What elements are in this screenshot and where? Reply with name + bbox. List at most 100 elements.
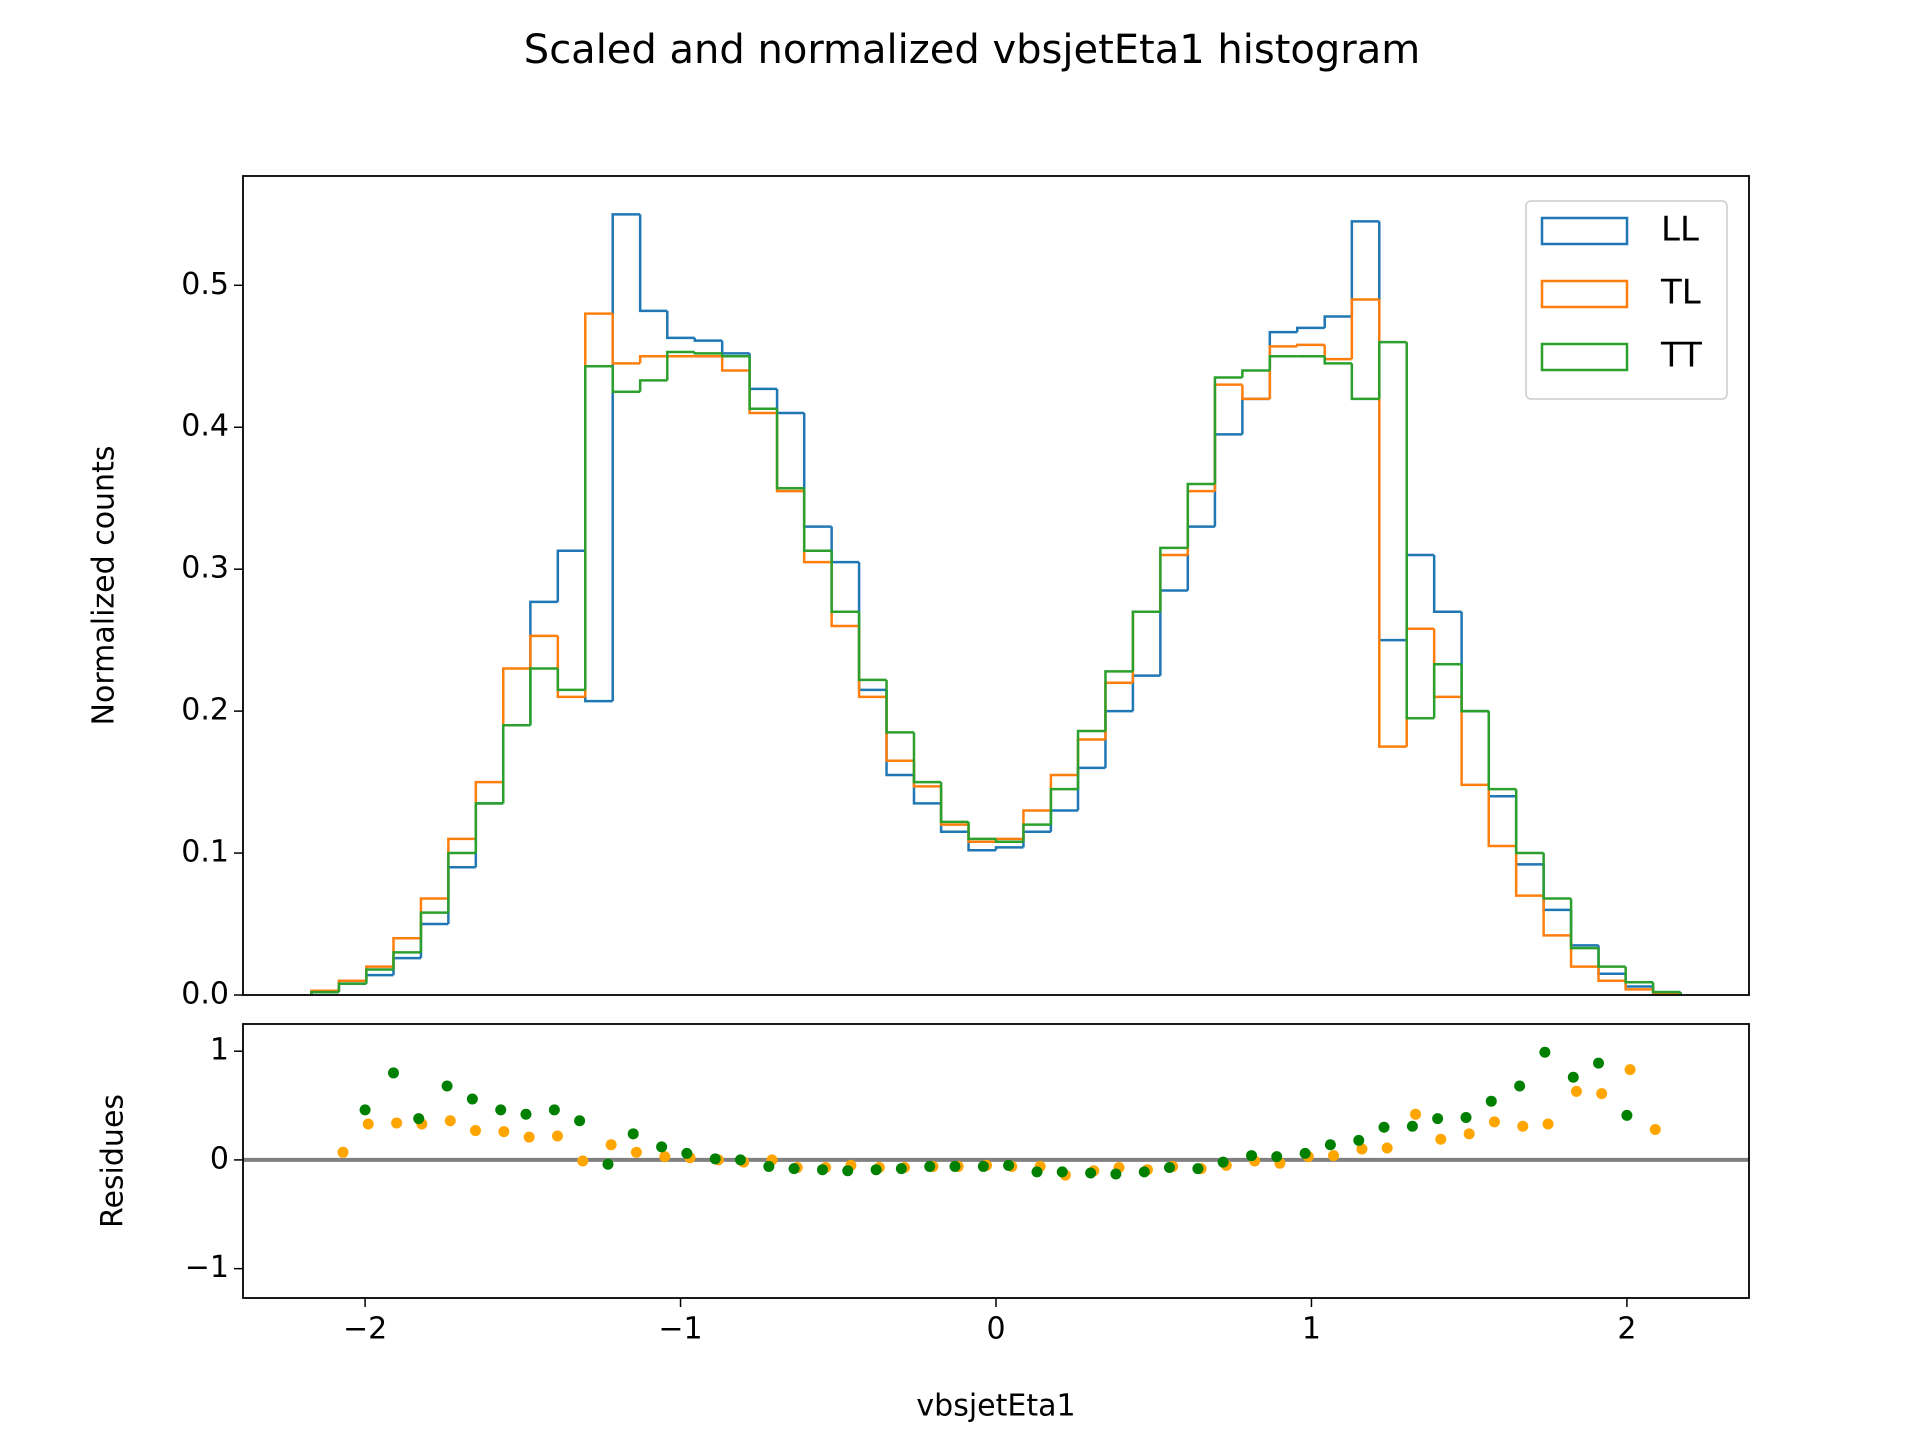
residue-point	[1328, 1150, 1340, 1162]
residue-point	[413, 1113, 425, 1125]
residue-point	[949, 1160, 961, 1172]
residue-point	[659, 1151, 671, 1163]
histogram-step	[748, 356, 778, 411]
y-tick-label: 0.0	[181, 977, 229, 1012]
residue-point	[498, 1126, 510, 1138]
axes-frame	[242, 1023, 1750, 1299]
residue-point	[387, 1067, 399, 1079]
residue-point	[1324, 1139, 1336, 1151]
y-tick-label: 0.3	[181, 551, 229, 586]
residue-point	[1056, 1166, 1068, 1178]
histogram-step	[556, 549, 586, 602]
residue-point	[523, 1131, 535, 1143]
histogram-step	[447, 851, 476, 913]
histogram-step	[474, 802, 504, 854]
histogram-step	[502, 724, 531, 804]
residue-point	[1596, 1088, 1608, 1100]
residue-point	[520, 1108, 532, 1120]
histogram-step	[1432, 663, 1462, 719]
residue-point	[1514, 1080, 1526, 1092]
histogram-step	[1487, 711, 1517, 791]
residue-point	[709, 1153, 721, 1165]
histogram-step	[337, 982, 367, 993]
residue-point	[359, 1104, 371, 1116]
histogram-step	[1432, 554, 1462, 614]
histogram-step	[1241, 384, 1270, 401]
histogram-step	[1514, 789, 1544, 855]
histogram-step	[967, 821, 996, 841]
histogram-step	[830, 550, 860, 614]
residue-point	[1299, 1147, 1311, 1159]
histogram-step	[1049, 787, 1079, 825]
histogram-step	[720, 356, 750, 372]
residue-point	[1432, 1113, 1444, 1125]
chart-title: Scaled and normalized vbsjetEta1 histogr…	[524, 27, 1420, 73]
histogram-step	[1323, 315, 1352, 328]
histogram-step	[1624, 966, 1654, 984]
histogram-step	[1597, 966, 1626, 983]
histogram-step	[584, 364, 613, 690]
histogram-step	[611, 313, 641, 365]
histogram-step	[666, 350, 695, 381]
residue-point	[1542, 1118, 1554, 1130]
residue-point	[362, 1118, 374, 1130]
x-tick-label: 0	[986, 1312, 1005, 1347]
residue-point	[1003, 1159, 1015, 1171]
histogram-step	[1186, 482, 1215, 548]
histogram-step	[1542, 853, 1572, 900]
residue-point	[627, 1128, 639, 1140]
residue-point	[1624, 1064, 1636, 1076]
legend-label: LL	[1661, 210, 1699, 250]
histogram-step	[638, 379, 668, 392]
residue-point	[337, 1146, 349, 1158]
histogram-step	[693, 352, 723, 355]
residue-point	[1246, 1150, 1258, 1162]
residue-point	[1593, 1057, 1605, 1069]
legend-handle	[1540, 216, 1629, 246]
residue-point	[895, 1163, 907, 1175]
residue-point	[1192, 1163, 1204, 1175]
histogram-step	[1159, 546, 1188, 612]
histogram-step	[1350, 220, 1380, 317]
residue-point	[1271, 1151, 1283, 1163]
residue-point	[681, 1147, 693, 1159]
histogram-step	[720, 340, 750, 355]
residue-point	[1649, 1123, 1661, 1135]
residue-point	[441, 1080, 453, 1092]
histogram-step	[310, 990, 339, 995]
histogram-step	[1651, 982, 1681, 994]
histogram-step	[392, 951, 421, 970]
histogram-step	[775, 408, 805, 490]
x-tick-label: 1	[1302, 1312, 1321, 1347]
y-tick-label: 0.1	[181, 835, 229, 870]
residue-point	[1517, 1120, 1529, 1132]
residue-point	[1164, 1162, 1176, 1174]
histogram-step	[419, 911, 449, 953]
residue-point	[577, 1155, 589, 1167]
residue-point	[1567, 1071, 1579, 1083]
histogram-step	[1542, 895, 1572, 937]
residue-point	[1463, 1128, 1475, 1140]
histogram-step	[1323, 356, 1352, 365]
residue-point	[1570, 1085, 1582, 1097]
residue-point	[466, 1093, 478, 1105]
residue-point	[1356, 1143, 1368, 1155]
residue-point	[788, 1163, 800, 1175]
residue-point	[1381, 1142, 1393, 1154]
histogram-step	[1296, 326, 1325, 333]
histogram-step	[994, 838, 1024, 843]
residue-point	[1110, 1168, 1122, 1180]
residue-point	[1138, 1166, 1150, 1178]
histogram-step	[556, 635, 586, 699]
histogram-step	[1405, 342, 1435, 720]
residue-point	[444, 1115, 456, 1127]
residue-point	[602, 1158, 614, 1170]
histogram-step	[912, 732, 942, 784]
histogram-step	[1268, 355, 1298, 371]
residue-point	[1485, 1095, 1497, 1107]
histogram-step	[939, 782, 969, 824]
histogram-step	[1378, 340, 1407, 399]
y-axis-label: Normalized counts	[87, 446, 122, 726]
histogram-step	[1296, 343, 1325, 347]
